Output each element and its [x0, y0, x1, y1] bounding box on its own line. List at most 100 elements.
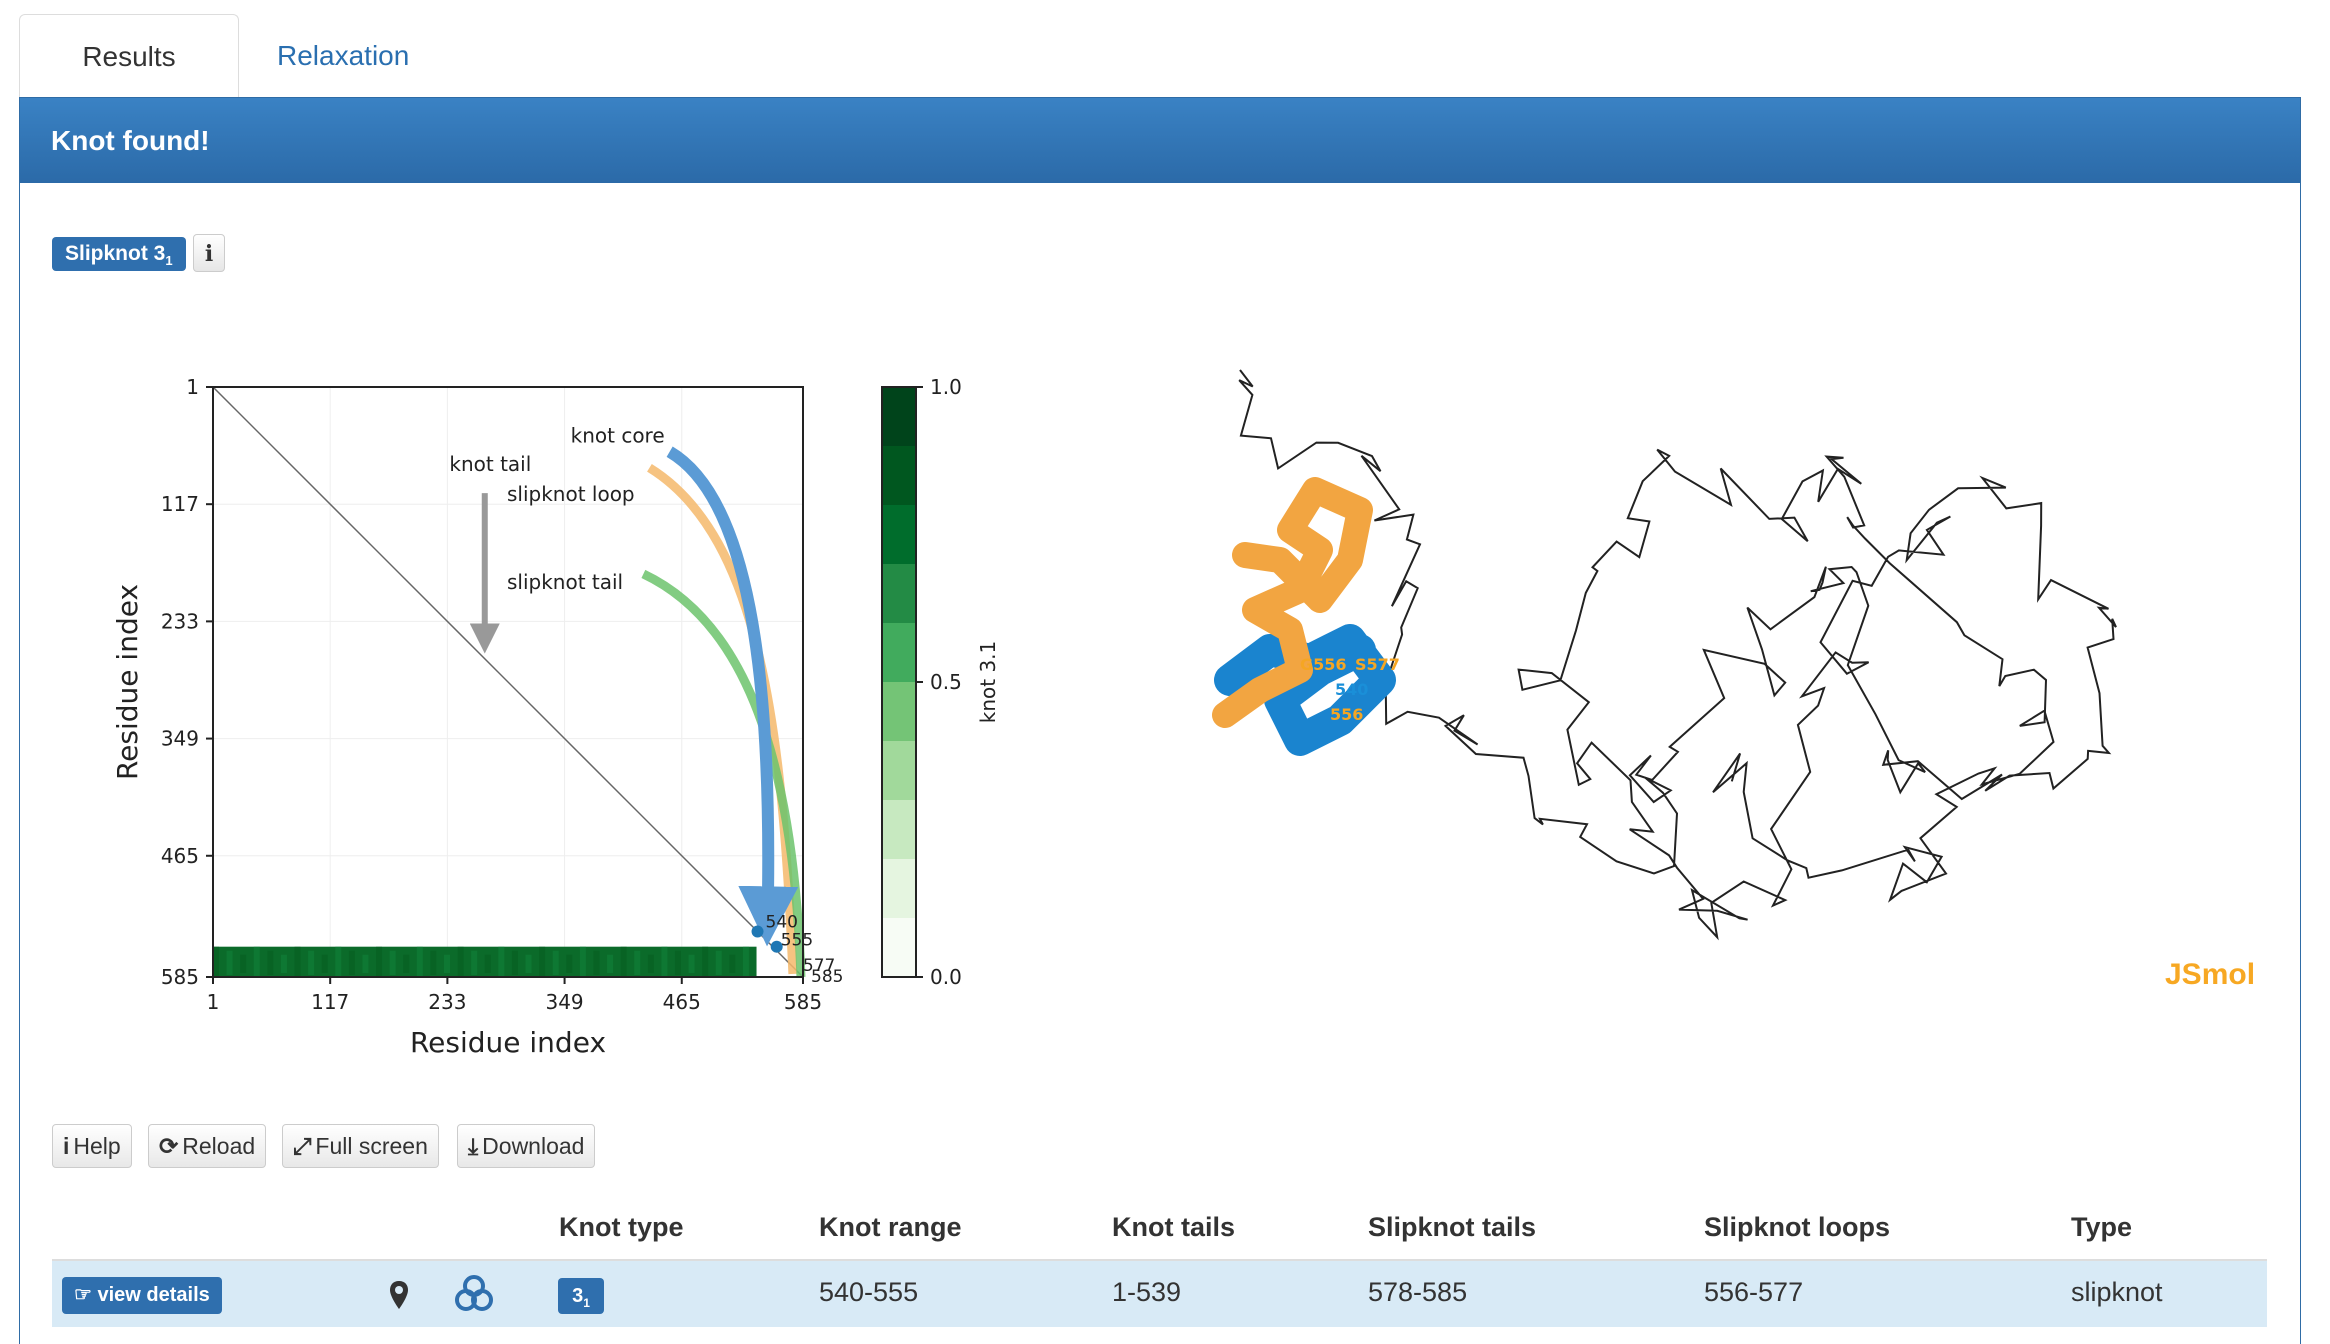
header-knot-type: Knot type [559, 1212, 684, 1242]
tab-relaxation[interactable]: Relaxation [277, 40, 410, 71]
table-row [52, 1261, 2267, 1327]
heatmap-texture [702, 946, 709, 977]
header-slipknot-loops: Slipknot loops [1704, 1212, 1890, 1242]
knot-tail-label: knot tail [449, 452, 531, 476]
colorbar-step-7 [882, 505, 916, 564]
heatmap-texture [294, 946, 301, 977]
info-button[interactable]: i [193, 234, 225, 272]
residue-label-3: 556 [1330, 705, 1363, 724]
heatmap-texture [443, 954, 450, 973]
heatmap-texture [525, 954, 532, 973]
x-tick-label-1: 117 [311, 990, 349, 1014]
tab-results-data[interactable]: Results data [19, 14, 239, 156]
cell-slipknot-tails: 578-585 [1368, 1277, 1468, 1307]
jsmol-viewer[interactable]: G556 S577 540 556 [1150, 350, 2150, 970]
heatmap-texture [226, 950, 233, 975]
colorbar-step-2 [882, 800, 916, 859]
heatmap-texture [335, 946, 342, 977]
colorbar: 1.0 0.5 0.0 [881, 375, 962, 989]
info-icon: i [63, 1133, 70, 1159]
point-label-585: 585 [811, 967, 843, 987]
header-type: Type [2071, 1212, 2133, 1242]
x-axis-label: Residue index [410, 1026, 606, 1059]
header-knot-tails: Knot tails [1112, 1212, 1236, 1242]
colorbar-step-0 [882, 918, 916, 977]
hand-pointer-icon: ☞ [74, 1284, 98, 1306]
y-tick-label-1: 117 [161, 492, 199, 516]
colorbar-step-6 [882, 564, 916, 623]
slipknot-badge: Slipknot 31 [52, 237, 186, 271]
heatmap-texture [280, 954, 287, 973]
backbone-trace [1238, 369, 2117, 941]
knot-core-arrow [666, 446, 799, 947]
colorbar-step-4 [882, 682, 916, 741]
colorbar-tick-label-2: 0.0 [930, 965, 962, 989]
x-tick-label-5: 585 [784, 990, 822, 1014]
trefoil-knot-icon[interactable] [452, 1272, 496, 1316]
y-tick-label-4: 465 [161, 844, 199, 868]
download-button[interactable]: ⤓ Download [457, 1124, 596, 1168]
y-tick-label-2: 233 [161, 609, 199, 633]
reload-button[interactable]: ⟳ Reload [148, 1124, 267, 1168]
point-label-555: 555 [781, 931, 813, 951]
heatmap-texture [348, 950, 355, 975]
help-button[interactable]: i Help [52, 1124, 132, 1168]
knot-type-badge: 31 [558, 1278, 604, 1314]
heatmap-texture [430, 950, 437, 975]
heatmap-texture [498, 946, 505, 977]
colorbar-step-8 [882, 446, 916, 505]
heatmap-texture [715, 950, 722, 975]
heatmap-texture [674, 950, 681, 975]
heatmap-texture [647, 954, 654, 973]
protein-backbone [1238, 369, 2117, 941]
slipknot-loop-label: slipknot loop [507, 482, 635, 506]
knot-highlight [1212, 477, 1396, 756]
heatmap-texture [607, 954, 614, 973]
download-icon: ⤓ [468, 1133, 479, 1159]
refresh-icon: ⟳ [159, 1133, 179, 1159]
results-panel: Knot found! [19, 97, 2301, 1344]
knot-type-value: 3 [572, 1285, 584, 1307]
heatmap-texture [688, 954, 695, 973]
heatmap-texture [362, 954, 369, 973]
point-540 [751, 925, 764, 938]
fullscreen-button[interactable]: ⤢ Full screen [282, 1124, 439, 1168]
slipknot-badge-label: Slipknot 3 [65, 242, 166, 265]
heatmap-texture [267, 950, 274, 975]
heatmap-texture [471, 950, 478, 975]
cell-knot-tails: 1-539 [1112, 1277, 1182, 1307]
residue-label-0: G556 [1300, 655, 1347, 674]
heatmap-texture [321, 954, 328, 973]
x-tick-label-0: 1 [207, 990, 220, 1014]
reload-label: Reload [182, 1133, 256, 1159]
plot-area: knot core knot tail slipknot loop slipknot … [161, 375, 962, 1014]
x-tick-label-2: 233 [428, 990, 466, 1014]
heatmap-texture [511, 950, 518, 975]
fullscreen-label: Full screen [315, 1133, 428, 1159]
heatmap-texture [729, 954, 736, 973]
heatmap-texture [634, 950, 641, 975]
y-axis-label: Residue index [111, 584, 144, 780]
diagonal-line [212, 386, 804, 978]
expand-icon: ⤢ [293, 1133, 312, 1159]
residue-labels: G556 S577 540 556 [1300, 655, 1400, 724]
colorbar-step-9 [882, 387, 916, 446]
heatmap-texture [620, 946, 627, 977]
point-label-577: 577 [803, 956, 835, 976]
knot-core-label: knot core [571, 424, 665, 448]
colorbar-step-3 [882, 741, 916, 800]
knot-type-sub: 1 [583, 1296, 590, 1310]
tab-bar: Results data Relaxation [0, 0, 2330, 156]
heatmap-texture [240, 954, 247, 973]
table-header-divider [52, 1259, 2267, 1261]
heatmap-texture [376, 946, 383, 977]
map-marker-icon[interactable] [388, 1279, 410, 1311]
colorbar-label: knot 3.1 [976, 641, 1000, 724]
heatmap-texture [742, 946, 749, 977]
view-details-label: view details [97, 1284, 210, 1306]
colorbar-step-5 [882, 623, 916, 682]
heatmap-texture [593, 950, 600, 975]
view-details-button[interactable]: ☞ view details [62, 1277, 222, 1314]
header-knot-range: Knot range [819, 1212, 962, 1242]
residue-label-2: 540 [1335, 680, 1368, 699]
